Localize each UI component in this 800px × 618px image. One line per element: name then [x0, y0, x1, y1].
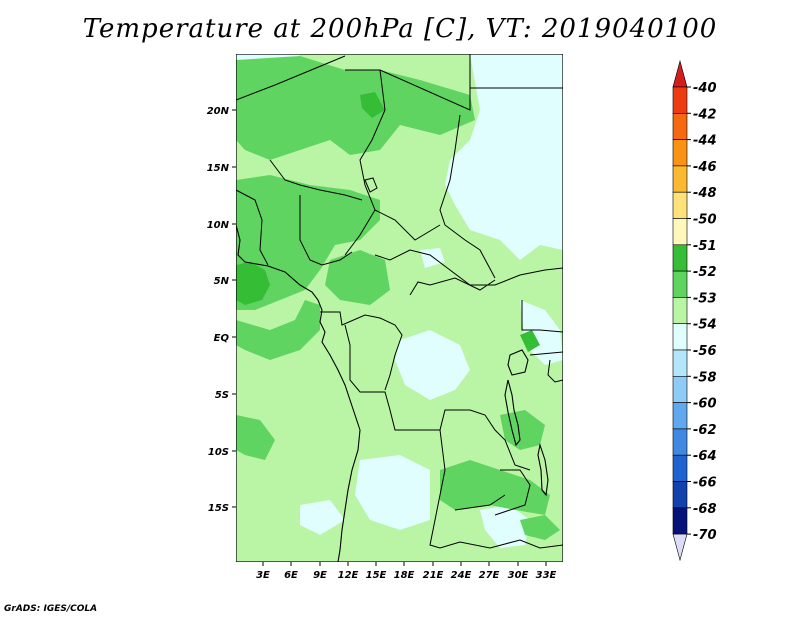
lon-label: 3E [256, 570, 270, 581]
colorbar-segment [672, 375, 688, 403]
colorbar-label: -48 [693, 186, 717, 201]
lon-label: 9E [313, 570, 327, 581]
colorbar-segment [672, 323, 688, 351]
colorbar-segment [672, 349, 688, 377]
colorbar-segment [672, 113, 688, 140]
country-borders [236, 54, 563, 549]
lon-label: 27E [479, 570, 500, 581]
colorbar-label: -66 [693, 476, 717, 491]
colorbar-segment [672, 402, 688, 430]
lat-label: 5S [215, 390, 229, 401]
lat-label: EQ [214, 333, 230, 344]
colorbar-label: -52 [693, 265, 717, 280]
longitude-axis: 3E 6E 9E 12E 15E 18E 21E 24E 27E 30E 33E [256, 562, 557, 581]
lake-malawi [537, 442, 549, 497]
lon-label: 18E [394, 570, 415, 581]
colorbar-segment [672, 86, 688, 114]
lake-chad [364, 177, 378, 193]
lat-label: 15N [207, 163, 230, 174]
grads-credit: GrADS: IGES/COLA [4, 604, 98, 614]
colorbar-label: -51 [693, 239, 717, 254]
colorbar-segment [672, 218, 688, 246]
colorbar-top-arrow [672, 59, 688, 88]
lat-label: 5N [214, 276, 230, 287]
lon-label: 15E [366, 570, 387, 581]
lon-label: 12E [338, 570, 359, 581]
lat-label: 15S [208, 503, 229, 514]
lon-label: 33E [536, 570, 557, 581]
colorbar-label: -56 [693, 344, 717, 359]
map-title: Temperature at 200hPa [C], VT: 201904010… [82, 14, 718, 44]
colorbar-label: -68 [693, 502, 717, 517]
field-mid-green [236, 56, 560, 540]
lon-label: 21E [423, 570, 444, 581]
colorbar-label: -62 [693, 423, 717, 438]
lon-label: 30E [508, 570, 529, 581]
colorbar-bottom-arrow [672, 533, 688, 562]
colorbar-label: -53 [693, 291, 717, 306]
colorbar-segment [672, 139, 688, 167]
colorbar-label: -70 [693, 528, 717, 543]
map-plot-area [236, 54, 563, 562]
colorbar-label: -42 [693, 107, 717, 122]
lat-label: 10S [208, 447, 229, 458]
lat-label: 20N [207, 106, 230, 117]
colorbar-label: -40 [693, 81, 717, 96]
colorbar: -40 -42 -44 -46 -48 -50 -51 -52 -53 -54 -56 -58 -60 -… [672, 59, 717, 562]
lat-label: 10N [207, 220, 230, 231]
colorbar-segment [672, 165, 688, 193]
colorbar-label: -46 [693, 160, 717, 175]
colorbar-label: -44 [693, 134, 717, 149]
latitude-axis: 20N 15N 10N 5N EQ 5S 10S 15S [207, 106, 236, 514]
colorbar-segment [672, 270, 688, 298]
colorbar-segment [672, 244, 688, 272]
lon-label: 6E [284, 570, 298, 581]
lake-tanganyika [504, 379, 521, 447]
colorbar-segment [672, 507, 688, 535]
field-dark-green [236, 92, 540, 352]
colorbar-label: -54 [693, 318, 717, 333]
colorbar-label: -64 [693, 449, 717, 464]
colorbar-label: -60 [693, 397, 717, 412]
colorbar-label: -50 [693, 213, 717, 228]
colorbar-label: -58 [693, 370, 717, 385]
colorbar-segment [672, 454, 688, 482]
colorbar-segment [672, 297, 688, 324]
lake-victoria [507, 349, 529, 376]
coastline [236, 224, 361, 562]
colorbar-segment [672, 481, 688, 509]
colorbar-segment [672, 428, 688, 456]
colorbar-segment [672, 191, 688, 219]
lon-label: 24E [451, 570, 472, 581]
